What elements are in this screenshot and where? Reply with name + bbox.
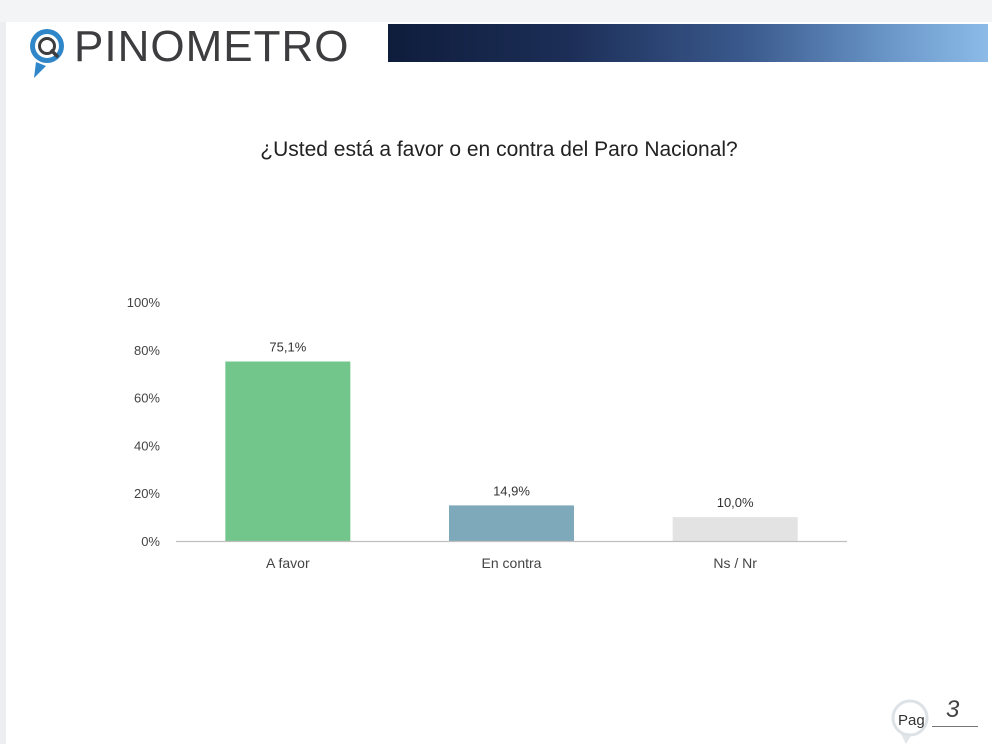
bar: [449, 505, 574, 541]
data-label: 14,9%: [493, 483, 530, 498]
x-tick-label: Ns / Nr: [713, 555, 757, 571]
page-badge-icon: [891, 699, 929, 744]
y-tick-label: 0%: [141, 534, 160, 549]
brand-name: PINOMETRO: [74, 22, 350, 71]
y-tick-label: 80%: [134, 343, 160, 358]
y-tick-label: 20%: [134, 486, 160, 501]
x-tick-label: En contra: [482, 555, 542, 571]
page-footer: Pag 3: [886, 694, 986, 744]
slide: PINOMETRO ¿Usted está a favor o en contr…: [6, 22, 992, 744]
y-tick-label: 40%: [134, 438, 160, 453]
page-label: Pag: [898, 712, 925, 729]
page-number: 3: [946, 696, 960, 723]
page-number-underline: [932, 726, 978, 727]
y-tick-label: 100%: [127, 295, 161, 310]
data-label: 10,0%: [717, 495, 754, 510]
bar-chart: 0% 20% 40% 60% 80% 100% 75,1% A favor 14,9% En co…: [127, 295, 847, 571]
data-label: 75,1%: [269, 340, 306, 355]
bar: [672, 517, 798, 541]
x-tick-label: A favor: [266, 555, 310, 571]
magnifier-pin-icon: [30, 29, 64, 78]
chart-title: ¿Usted está a favor o en contra del Paro…: [260, 138, 738, 161]
header-gradient-bar: [388, 24, 988, 62]
bar: [225, 361, 351, 541]
brand-logo: PINOMETRO: [26, 22, 386, 82]
top-margin: [0, 0, 992, 22]
y-tick-label: 60%: [134, 391, 160, 406]
